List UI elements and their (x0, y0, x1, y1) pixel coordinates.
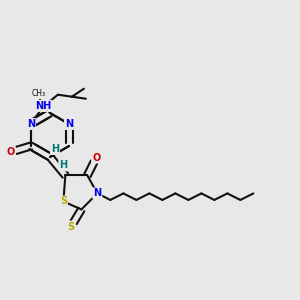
Text: NH: NH (35, 101, 52, 111)
Text: O: O (7, 147, 15, 157)
Text: H: H (51, 144, 59, 154)
Text: N: N (27, 119, 35, 129)
Text: N: N (65, 119, 73, 129)
Text: N: N (93, 188, 101, 198)
Text: S: S (68, 222, 75, 232)
Text: H: H (59, 160, 68, 170)
Text: S: S (60, 196, 67, 206)
Text: CH₃: CH₃ (32, 88, 46, 98)
Text: O: O (92, 152, 100, 163)
